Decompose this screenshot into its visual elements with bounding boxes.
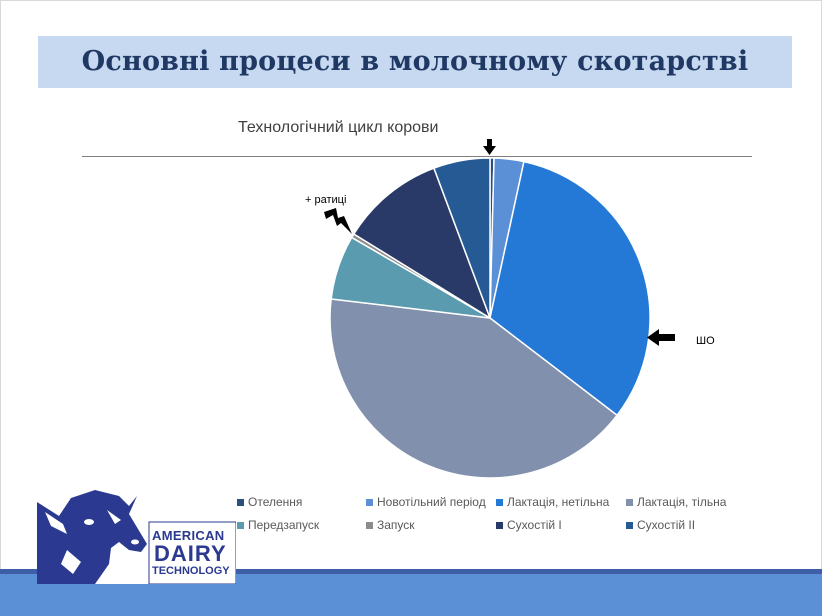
cow-icon: [37, 490, 236, 584]
pie-slice-2: [489, 160, 651, 417]
logo-line-3: TECHNOLOGY: [152, 565, 230, 577]
legend-label: Отелення: [248, 495, 303, 509]
legend-item: Лактація, тільна: [626, 495, 726, 509]
lightning-icon: [324, 208, 352, 234]
legend-label: Лактація, тільна: [637, 495, 727, 509]
legend-item: Новотільний період: [366, 495, 486, 509]
annotation-sho: ШО: [696, 335, 715, 347]
footer-stripe: [0, 569, 822, 574]
legend-item: Лактація, нетільна: [496, 495, 609, 509]
legend-label: Сухостій I: [507, 518, 562, 532]
legend-swatch: [237, 498, 244, 506]
legend-item: Отелення: [237, 495, 302, 509]
title-bar: [38, 36, 792, 88]
legend-swatch: [496, 498, 503, 506]
legend-label: Новотільний період: [377, 495, 486, 509]
chart-title-rule: [82, 156, 752, 157]
chart-title: Технологічний цикл корови: [238, 119, 439, 136]
legend-swatch: [496, 521, 503, 529]
legend-swatch: [366, 521, 373, 529]
legend-item: Сухостій I: [496, 518, 562, 532]
slide-title: Основні процеси в молочному скотарстві: [81, 46, 749, 77]
american-dairy-technology-logo: AMERICAN DAIRY TECHNOLOGY: [37, 490, 236, 584]
annotation-hooves: + ратиці: [305, 194, 347, 206]
logo-line-1: AMERICAN: [152, 528, 225, 543]
legend-label: Сухостій II: [637, 518, 696, 532]
legend-label: Запуск: [377, 518, 415, 532]
legend-swatch: [366, 498, 373, 506]
legend-item: Запуск: [366, 518, 415, 532]
legend-item: Передзапуск: [237, 518, 319, 532]
pie-slice-7: [432, 157, 491, 319]
logo-line-2: DAIRY: [154, 541, 227, 566]
legend-swatch: [237, 521, 244, 529]
legend-item: Сухостій II: [626, 518, 695, 532]
pie-slice-6: [352, 167, 492, 320]
legend-swatch: [626, 498, 633, 506]
legend-swatch: [626, 521, 633, 529]
pie-slice-3: [329, 298, 619, 479]
legend-label: Лактація, нетільна: [507, 495, 610, 509]
legend-label: Передзапуск: [248, 518, 320, 532]
arrow-down-icon: [483, 139, 496, 155]
arrow-left-icon: [647, 329, 675, 346]
